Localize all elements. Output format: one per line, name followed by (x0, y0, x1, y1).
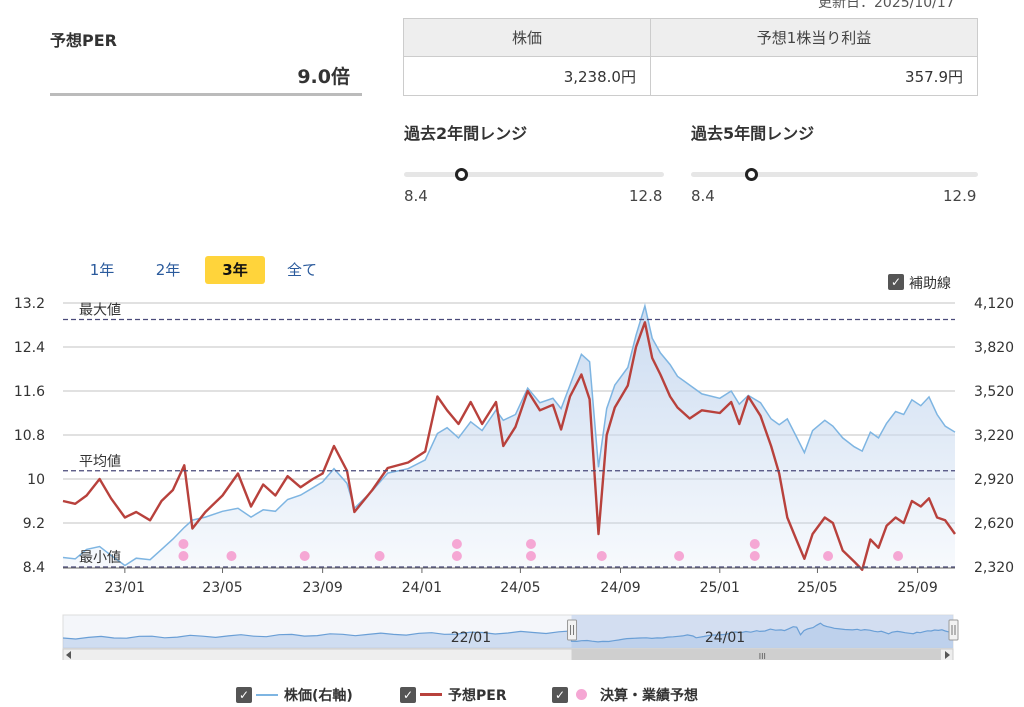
event-marker[interactable] (226, 551, 237, 561)
y-left-tick: 9.2 (23, 516, 45, 532)
y-right-tick: 3,820 (974, 340, 1014, 356)
range-5y-track (691, 172, 978, 177)
event-marker[interactable] (823, 551, 834, 561)
navigator-area (63, 623, 953, 648)
legend-per-label: 予想PER (448, 688, 507, 704)
range-2y-track (404, 172, 664, 177)
navigator-scrollbar[interactable]: III (62, 648, 954, 660)
x-tick-label: 23/05 (202, 580, 242, 596)
y-right-tick: 3,220 (974, 428, 1014, 444)
axes: 13.2 12.4 11.6 10.8 10 9.2 8.4 4,120 3,820 3,520 3… (14, 296, 1014, 596)
legend-per-checkbox[interactable]: ✓ (400, 687, 416, 703)
event-marker[interactable] (525, 551, 536, 561)
x-tick-label: 25/09 (897, 580, 937, 596)
event-marker[interactable] (893, 551, 904, 561)
range-2y-title: 過去2年間レンジ (404, 124, 528, 143)
navigator-line (62, 622, 954, 643)
x-tick-label: 23/09 (302, 580, 342, 596)
scrollbar-thumb (571, 649, 941, 660)
event-marker[interactable] (674, 551, 685, 561)
y-left-tick: 12.4 (14, 340, 45, 356)
x-tick-label: 24/05 (500, 580, 540, 596)
per-label: 予想PER (50, 31, 117, 50)
legend-events-checkbox[interactable]: ✓ (552, 687, 568, 703)
scroll-left-arrow-icon (66, 651, 71, 659)
event-marker[interactable] (374, 551, 385, 561)
y-right-tick: 2,620 (974, 516, 1014, 532)
helper-lines-label: 補助線 (909, 276, 951, 292)
x-tick-label: 24/09 (600, 580, 640, 596)
event-marker[interactable] (178, 551, 189, 561)
range-5y-min: 8.4 (691, 187, 715, 205)
tab-1y[interactable]: 1年 (89, 261, 115, 279)
legend-price-swatch (256, 694, 278, 696)
event-marker[interactable] (749, 551, 760, 561)
price-header: 株価 (403, 18, 651, 57)
event-marker[interactable] (525, 539, 536, 549)
event-marker[interactable] (299, 551, 310, 561)
tab-2y[interactable]: 2年 (155, 261, 181, 279)
y-left-tick: 11.6 (14, 384, 45, 400)
max-line-label: 最大値 (79, 303, 121, 319)
legend-price-label: 株価(右軸) (284, 688, 353, 704)
range-2y-marker (455, 168, 468, 181)
scrollbar-track (62, 648, 954, 660)
event-markers[interactable] (178, 539, 904, 561)
y-left-tick: 13.2 (14, 296, 45, 312)
navigator-handle-left[interactable] (567, 619, 578, 641)
price-eps-table: 株価 予想1株当り利益 3,238.0円 357.9円 (403, 18, 979, 96)
y-left-tick: 10 (27, 472, 45, 488)
legend-events-swatch (576, 689, 587, 700)
event-marker[interactable] (451, 539, 462, 549)
eps-value: 357.9円 (649, 56, 979, 96)
event-marker[interactable] (596, 551, 607, 561)
y-right-tick: 2,320 (974, 560, 1014, 576)
scroll-right-arrow-icon (945, 651, 950, 659)
handle-body (948, 619, 959, 641)
event-marker[interactable] (178, 539, 189, 549)
legend-events-label: 決算・業績予想 (600, 688, 698, 704)
eps-header: 予想1株当り利益 (649, 18, 979, 57)
y-right-tick: 3,520 (974, 384, 1014, 400)
last-updated: 更新日：2025/10/17 (818, 0, 955, 11)
per-line (62, 321, 956, 571)
min-line-label: 最小値 (79, 550, 121, 566)
y-left-tick: 8.4 (23, 560, 45, 576)
tab-3y[interactable]: 3年 (205, 256, 265, 284)
price-value: 3,238.0円 (403, 56, 651, 96)
divider (50, 93, 362, 96)
navigator-handle-right[interactable] (948, 619, 959, 641)
x-tick-label: 25/01 (700, 580, 740, 596)
scrollbar-grip: III (759, 652, 766, 660)
range-5y-marker (744, 168, 758, 181)
navigator-x-label: 22/01 (451, 630, 491, 646)
range-2y-min: 8.4 (404, 187, 428, 205)
navigator[interactable]: 22/01 24/01 III (62, 614, 959, 660)
handle-body (567, 619, 578, 641)
average-line-label: 平均値 (79, 454, 121, 470)
y-left-tick: 10.8 (14, 428, 45, 444)
x-tick-label: 25/05 (797, 580, 837, 596)
event-marker[interactable] (451, 551, 462, 561)
range-2y-max: 12.8 (629, 187, 663, 205)
price-line (62, 302, 956, 567)
range-5y-title: 過去5年間レンジ (691, 124, 815, 143)
y-right-tick: 2,920 (974, 472, 1014, 488)
per-value: 9.0倍 (297, 66, 350, 88)
navigator-x-label: 24/01 (705, 630, 745, 646)
x-tick-label: 24/01 (402, 580, 442, 596)
y-right-tick: 4,120 (974, 296, 1014, 312)
event-marker[interactable] (749, 539, 760, 549)
per-series (62, 321, 956, 571)
helper-lines-checkbox[interactable]: ✓ (888, 274, 904, 290)
legend-per-swatch (420, 693, 442, 696)
range-5y-max: 12.9 (943, 187, 977, 205)
legend-price-checkbox[interactable]: ✓ (236, 687, 252, 703)
x-tick-label: 23/01 (105, 580, 145, 596)
tab-all[interactable]: 全て (286, 261, 317, 279)
